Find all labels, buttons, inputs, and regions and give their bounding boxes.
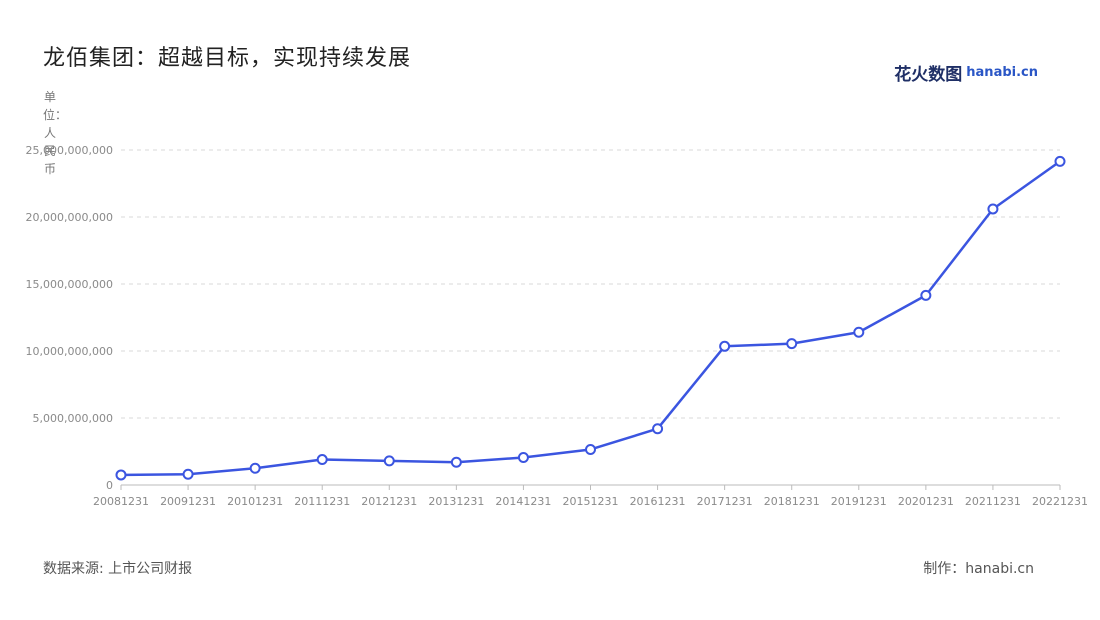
y-tick-label: 10,000,000,000 bbox=[26, 345, 113, 358]
data-source: 数据来源: 上市公司财报 bbox=[43, 561, 193, 577]
x-tick-label: 20081231 bbox=[93, 495, 149, 508]
hanabi-logo: 花火数图 hanabi.cn bbox=[894, 60, 1038, 85]
y-tick-label: 5,000,000,000 bbox=[33, 412, 113, 425]
x-tick-label: 20161231 bbox=[630, 495, 686, 508]
data-point bbox=[585, 443, 596, 455]
data-point bbox=[987, 203, 999, 215]
y-tick-label: 15,000,000,000 bbox=[26, 278, 113, 291]
data-point bbox=[517, 452, 529, 464]
x-tick-label: 20101231 bbox=[227, 495, 283, 508]
x-tick-label: 20091231 bbox=[160, 495, 216, 508]
x-tick-label: 20201231 bbox=[898, 495, 954, 508]
x-tick-label: 20221231 bbox=[1032, 495, 1088, 508]
data-point bbox=[316, 454, 328, 466]
data-point bbox=[853, 326, 865, 338]
data-point bbox=[383, 455, 395, 467]
series-line bbox=[120, 160, 1061, 477]
x-tick-label: 20131231 bbox=[428, 495, 484, 508]
data-point bbox=[115, 469, 127, 481]
chart-title: 龙佰集团：超越目标，实现持续发展 bbox=[43, 46, 412, 71]
data-point bbox=[719, 340, 731, 352]
data-point bbox=[786, 338, 798, 350]
data-point bbox=[249, 462, 261, 474]
x-tick-label: 20151231 bbox=[563, 495, 619, 508]
data-point bbox=[1054, 155, 1066, 167]
y-tick-label: 20,000,000,000 bbox=[26, 211, 113, 224]
x-tick-label: 20171231 bbox=[697, 495, 753, 508]
x-tick-label: 20141231 bbox=[495, 495, 551, 508]
x-tick-label: 20211231 bbox=[965, 495, 1021, 508]
data-point bbox=[450, 456, 462, 468]
data-point bbox=[182, 468, 194, 480]
logo-en-text: hanabi.cn bbox=[966, 65, 1038, 80]
x-tick-label: 20111231 bbox=[294, 495, 350, 508]
y-tick-label: 25,000,000,000 bbox=[26, 144, 113, 157]
data-point bbox=[652, 423, 664, 435]
x-tick-label: 20181231 bbox=[764, 495, 820, 508]
maker-credit: 制作：hanabi.cn bbox=[923, 561, 1034, 577]
x-tick-label: 20121231 bbox=[361, 495, 417, 508]
data-point bbox=[920, 289, 932, 301]
logo-cn-text: 花火数图 bbox=[894, 65, 963, 85]
y-tick-label: 0 bbox=[106, 479, 113, 492]
x-tick-label: 20191231 bbox=[831, 495, 887, 508]
